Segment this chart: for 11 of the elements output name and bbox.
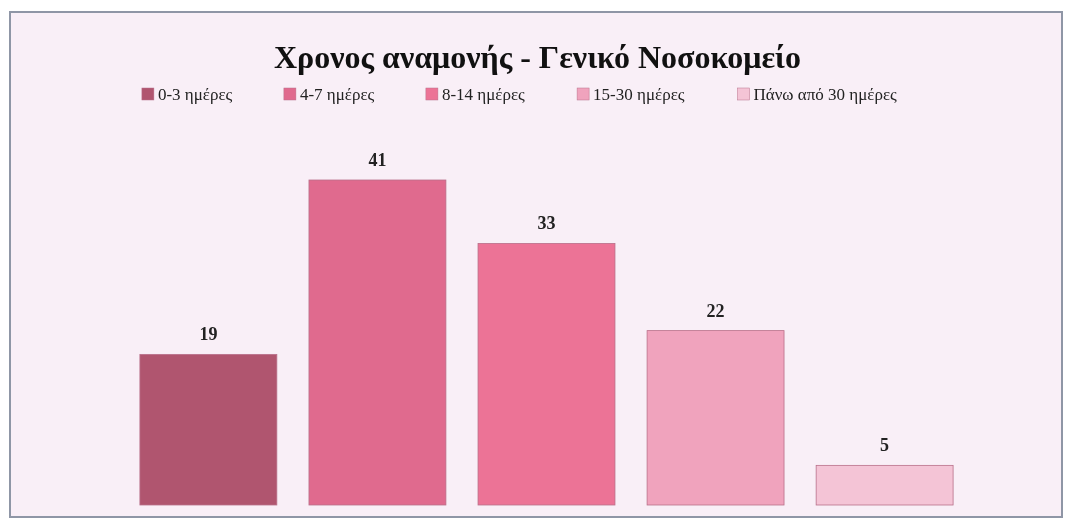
data-label: 33 (537, 213, 556, 234)
data-label: 22 (706, 300, 725, 321)
legend-label: 0-3 ημέρες (157, 85, 233, 104)
legend-label: 15-30 ημέρες (593, 85, 685, 104)
data-label: 5 (880, 435, 890, 456)
legend-label: 4-7 ημέρες (299, 85, 375, 104)
data-label: 41 (368, 150, 387, 170)
data-label: 19 (199, 324, 218, 345)
chart-title: Χρονος αναμονής - Γενικό Νοσοκομείο (274, 39, 801, 75)
legend-label: 8-14 ημέρες (441, 85, 526, 104)
legend-label: Πάνω από 30 ημέρες (753, 85, 898, 104)
